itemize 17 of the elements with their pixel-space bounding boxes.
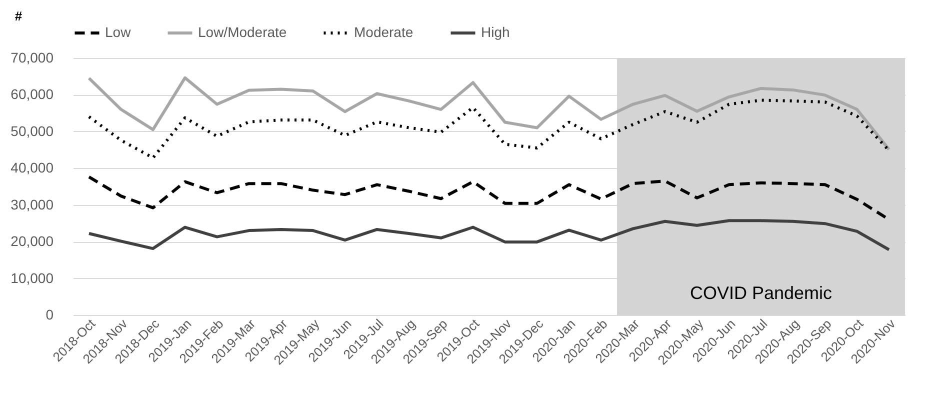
line-series	[88, 76, 890, 151]
y-tick-label: 40,000	[10, 160, 54, 176]
y-tick-label: 20,000	[10, 233, 54, 250]
y-tick-label: 0	[46, 306, 54, 322]
legend-label: Low/Moderate	[198, 24, 287, 40]
band-label: COVID Pandemic	[690, 283, 832, 303]
y-tick-label: 30,000	[10, 196, 54, 212]
line-series	[88, 98, 890, 160]
y-tick-label: 50,000	[10, 122, 54, 139]
y-tick-label: 70,000	[10, 50, 54, 66]
legend-label: Moderate	[354, 24, 414, 40]
legend-label: Low	[105, 24, 132, 40]
y-tick-label: 60,000	[10, 86, 54, 102]
line-series	[88, 219, 890, 252]
y-axis-title: #	[14, 8, 23, 24]
legend-label: High	[481, 24, 510, 40]
y-tick-label: 10,000	[10, 270, 54, 286]
